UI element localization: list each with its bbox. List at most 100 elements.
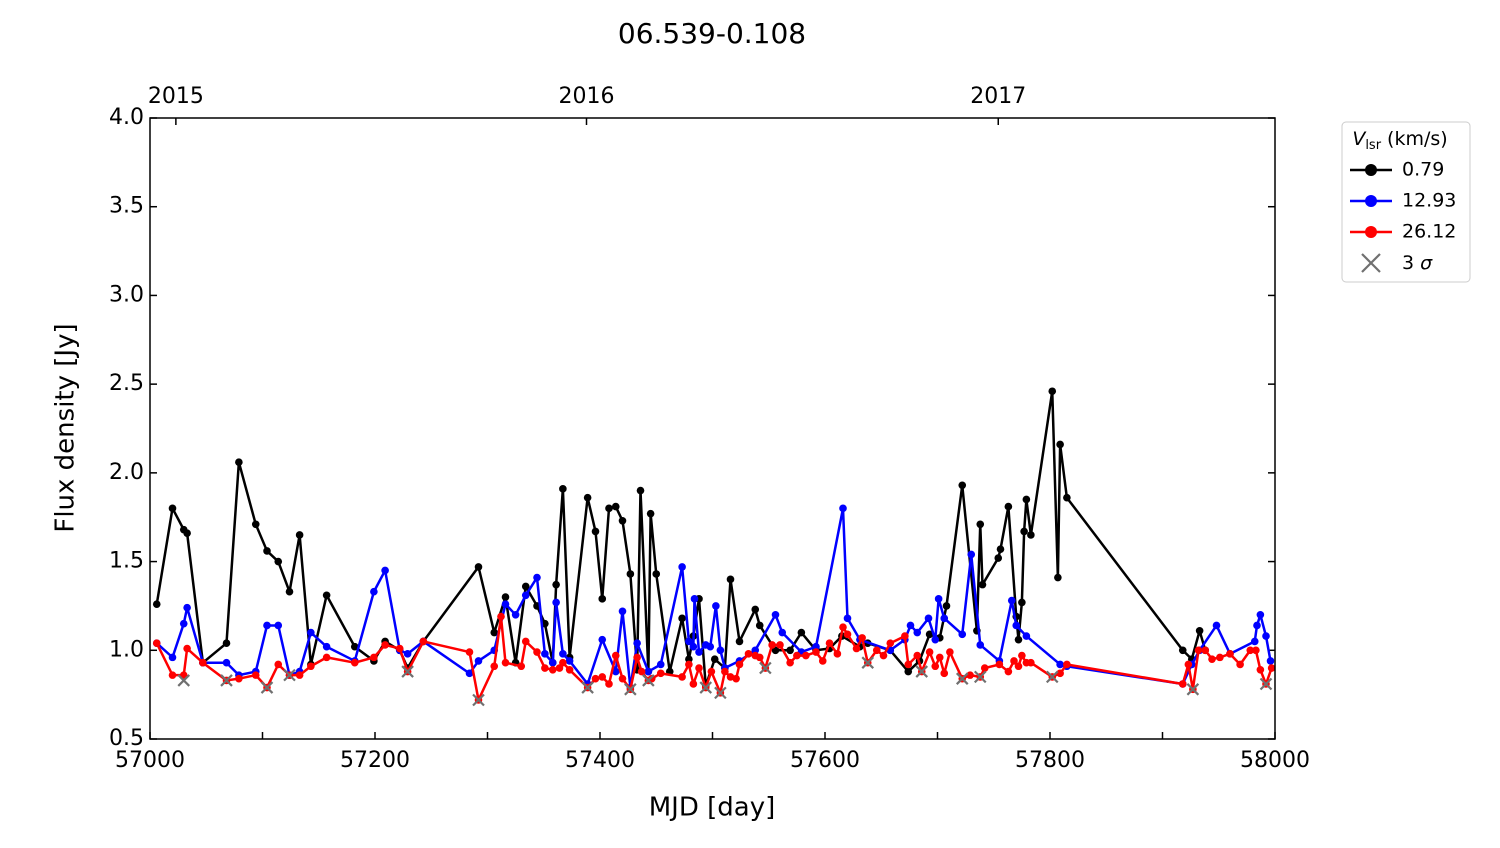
point: [771, 611, 780, 619]
point: [533, 648, 541, 656]
point: [1012, 621, 1021, 630]
point: [710, 655, 719, 663]
point: [618, 516, 627, 525]
x2-tick-label: 2016: [559, 84, 615, 109]
plot-area: 0.5 1.0 1.5 2.0 2.5 3.0 3.5 4.0 57000 57200 57400 5…: [109, 84, 1310, 773]
point: [695, 664, 703, 672]
sigma-marker: [401, 665, 414, 678]
point: [183, 603, 191, 612]
point: [490, 662, 499, 671]
point: [843, 614, 852, 623]
point: [931, 662, 940, 671]
point: [179, 619, 188, 628]
sigma-marker: [472, 693, 485, 707]
point: [904, 667, 913, 676]
sigma-marker: [714, 686, 727, 700]
legend-box: [1341, 121, 1471, 283]
point: [689, 642, 698, 651]
y-tick-label: 3.5: [109, 194, 144, 219]
point: [995, 660, 1004, 669]
point: [1267, 664, 1275, 672]
point: [559, 485, 567, 493]
point: [552, 580, 560, 589]
point: [996, 545, 1005, 553]
point: [381, 566, 389, 575]
legend-title-symbol: V: [1352, 128, 1367, 150]
point: [565, 666, 574, 674]
sigma-marker: [1045, 670, 1059, 684]
sigma-marker: [1259, 677, 1273, 691]
point: [1048, 387, 1057, 396]
point: [474, 563, 483, 571]
point: [1054, 573, 1062, 582]
point: [168, 504, 177, 513]
point: [183, 644, 191, 653]
point: [1226, 650, 1234, 658]
point: [559, 658, 567, 667]
point: [942, 602, 951, 610]
point: [940, 669, 949, 678]
sigma-marker: [1186, 683, 1200, 696]
point: [913, 651, 922, 660]
point: [350, 642, 359, 651]
sigma-marker: [177, 674, 191, 687]
point: [222, 658, 231, 667]
point: [465, 669, 474, 678]
point: [689, 680, 698, 688]
point: [591, 527, 600, 536]
point: [712, 602, 720, 610]
legend-title: Vlsr (km/s): [1352, 128, 1447, 153]
point: [735, 660, 744, 669]
point: [497, 612, 505, 621]
point: [924, 614, 933, 623]
point: [976, 520, 985, 529]
point: [1014, 662, 1023, 671]
point: [611, 651, 620, 660]
legend-title-subscript: lsr: [1365, 138, 1381, 153]
point: [419, 637, 428, 646]
series-line: [155, 389, 1207, 688]
point: [1250, 637, 1259, 646]
point: [755, 621, 764, 630]
x-axis-label: MJD [day]: [649, 793, 776, 823]
point: [381, 641, 389, 649]
series-line: [155, 507, 1272, 689]
point: [744, 650, 753, 658]
point: [797, 628, 806, 637]
point: [793, 651, 801, 660]
point: [656, 669, 665, 678]
point: [295, 671, 304, 679]
y-tick-label: 1.0: [109, 637, 144, 662]
point: [706, 642, 715, 651]
point: [1020, 527, 1028, 536]
point: [1178, 646, 1187, 655]
point: [490, 628, 499, 637]
point: [251, 671, 260, 679]
point: [879, 651, 888, 660]
point: [235, 458, 243, 467]
point: [1022, 632, 1031, 640]
point: [839, 623, 847, 632]
sigma-marker: [955, 672, 969, 685]
point: [946, 648, 954, 656]
point: [474, 657, 483, 665]
point: [307, 662, 315, 671]
point: [721, 667, 729, 676]
series-layer: [152, 387, 1275, 707]
sigma-marker: [581, 681, 594, 694]
point: [274, 621, 283, 630]
point: [678, 614, 686, 623]
point: [812, 648, 820, 656]
point: [976, 641, 985, 649]
point: [1246, 646, 1255, 655]
point: [802, 651, 810, 660]
point: [707, 667, 716, 676]
point: [685, 655, 693, 663]
point: [598, 595, 607, 603]
point: [685, 637, 693, 646]
sigma-marker: [861, 656, 875, 669]
point: [1010, 657, 1018, 665]
point: [533, 573, 541, 582]
plot-frame: [149, 117, 1276, 740]
